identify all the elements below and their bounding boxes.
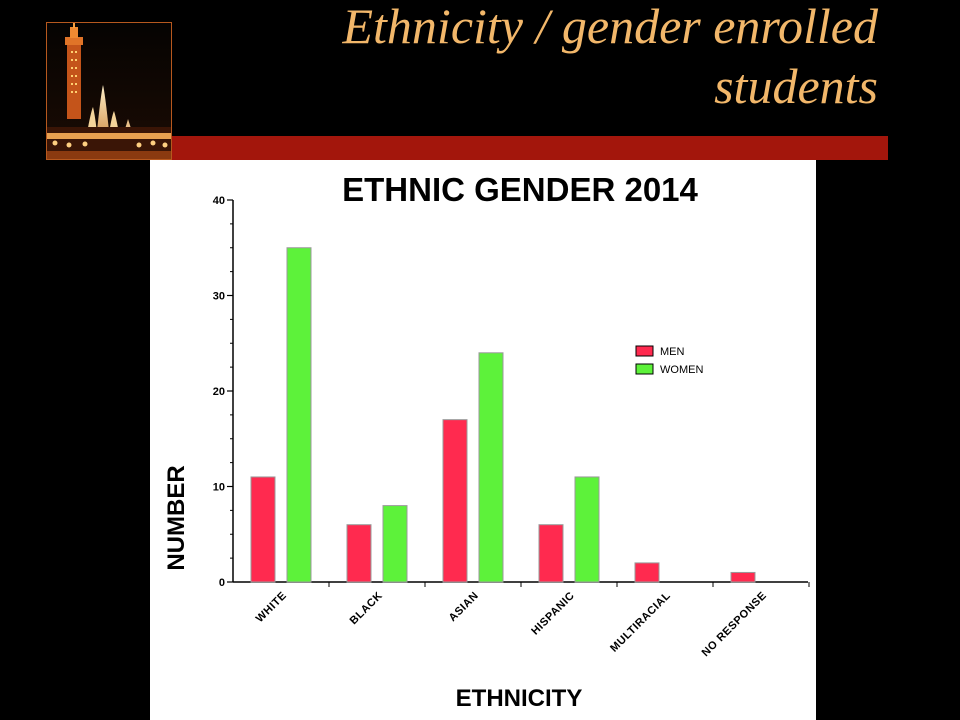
bar-men-multiracial — [634, 562, 660, 583]
bar-men-white — [250, 476, 276, 583]
legend-swatch-women — [635, 363, 654, 375]
y-tick-label: 20 — [213, 386, 225, 398]
slide-title-line2: students — [714, 58, 878, 114]
legend-swatch-men — [635, 345, 654, 357]
bar-women-white — [286, 247, 312, 583]
bar-men-black — [346, 524, 372, 583]
legend-label-men: MEN — [660, 346, 685, 358]
y-tick-label: 0 — [219, 577, 225, 589]
x-tick-label: ASIAN — [447, 590, 481, 624]
bars — [250, 247, 756, 583]
campus-tower-photo — [46, 22, 172, 160]
x-axis-title: ETHNICITY — [456, 685, 583, 712]
bar-women-asian — [478, 352, 504, 583]
bar-women-hispanic — [574, 476, 600, 583]
y-tick-label: 10 — [213, 482, 225, 494]
y-axis-title: NUMBER — [163, 465, 190, 570]
bar-women-black — [382, 505, 408, 583]
chart-panel: ETHNIC GENDER 2014 NUMBER ETHNICITY 0 10 2… — [150, 160, 816, 720]
y-tick-label: 30 — [213, 291, 225, 303]
y-tick-label: 40 — [213, 195, 225, 207]
x-tick-label: NO RESPONSE — [700, 590, 769, 659]
legend: MEN WOMEN — [635, 345, 703, 376]
slide-title-line1: Ethnicity / gender enrolled — [342, 0, 879, 54]
x-tick-label: MULTIRACIAL — [608, 590, 673, 655]
legend-label-women: WOMEN — [660, 364, 703, 376]
x-tick-label: HISPANIC — [529, 590, 577, 638]
chart-title: ETHNIC GENDER 2014 — [342, 171, 698, 208]
accent-bar — [172, 136, 888, 160]
slide-title: Ethnicity / gender enrolled students — [258, 0, 879, 116]
x-tick-label: WHITE — [254, 590, 289, 625]
x-tick-label: BLACK — [348, 590, 385, 627]
bar-men-no-response — [730, 571, 756, 583]
bar-chart: ETHNIC GENDER 2014 NUMBER ETHNICITY 0 10 2… — [163, 171, 810, 712]
bar-men-asian — [442, 419, 468, 583]
bar-men-hispanic — [538, 524, 564, 583]
